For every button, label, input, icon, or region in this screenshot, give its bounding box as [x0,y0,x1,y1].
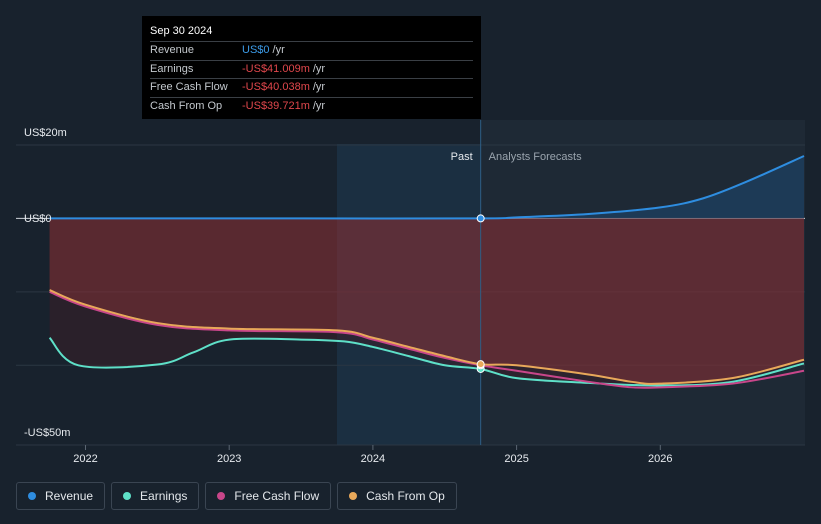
series-line-earnings [48,337,805,387]
tooltip-unit: /yr [272,44,285,56]
tooltip-row-earnings: Earnings -US$41.009m /yr [150,59,473,79]
x-tick-label-2023: 2023 [217,453,241,465]
revenue-area [49,156,804,219]
tooltip-label: Revenue [150,44,195,56]
chart-area: Past Analysts Forecasts US$20m US$0 -US$… [16,120,805,465]
legend-item-free-cash-flow[interactable]: Free Cash Flow [205,482,332,510]
earnings-gap-fill [49,290,804,386]
tooltip-unit: /yr [312,62,326,75]
past-label: Past [451,151,473,163]
x-axis-ticks: 2022 2023 2024 2025 2026 [73,445,673,465]
hover-markers [476,214,485,373]
tooltip-label: Earnings [150,62,194,75]
tooltip-value: -US$39.721m [242,99,310,112]
tooltip-row-revenue: Revenue US$0 /yr [150,41,473,60]
legend-label: Free Cash Flow [234,489,320,503]
series-line-revenue [49,155,805,220]
series-line-cash-from-op [49,289,805,385]
legend-item-cash-from-op[interactable]: Cash From Op [337,482,457,510]
loss-area-fill [49,218,804,384]
y-tick-label-top: US$20m [24,127,67,139]
y-tick-label-zero: US$0 [24,213,52,225]
legend-dot-icon [123,492,132,500]
area-fills [49,156,804,386]
tooltip-row-cash-from-op: Cash From Op -US$39.721m /yr [150,96,473,116]
legend-item-earnings[interactable]: Earnings [111,482,200,510]
marker-cash-from-op [476,360,485,369]
x-tick-label-2022: 2022 [73,453,97,465]
tooltip-label: Free Cash Flow [150,81,228,93]
legend-label: Cash From Op [366,489,445,503]
tooltip-date: Sep 30 2024 [150,25,213,37]
marker-revenue [476,214,485,223]
series-line-free-cash-flow [49,290,805,389]
legend-dot-icon [217,492,226,500]
legend-label: Revenue [45,489,94,503]
y-tick-label-bottom: -US$50m [24,427,70,439]
hover-tooltip: Sep 30 2024 Revenue US$0 /yr Earnings -U… [142,16,481,119]
legend-dot-icon [349,492,358,500]
legend-dot-icon [28,492,36,500]
x-tick-label-2026: 2026 [648,453,672,465]
forecast-label: Analysts Forecasts [489,151,582,163]
x-tick-label-2025: 2025 [504,453,528,465]
tooltip-value: US$0 [242,44,270,56]
tooltip-value: -US$40.038m [242,81,310,93]
x-tick-label-2024: 2024 [361,453,385,465]
series-lines [48,155,805,389]
legend-label: Earnings [140,489,188,503]
legend: Revenue Earnings Free Cash Flow Cash Fro… [16,482,457,510]
legend-item-revenue[interactable]: Revenue [16,482,106,510]
tooltip-row-free-cash-flow: Free Cash Flow -US$40.038m /yr [150,78,473,97]
tooltip-label: Cash From Op [150,99,223,112]
tooltip-unit: /yr [312,81,326,93]
tooltip-unit: /yr [312,99,326,112]
tooltip-value: -US$41.009m [242,62,310,75]
